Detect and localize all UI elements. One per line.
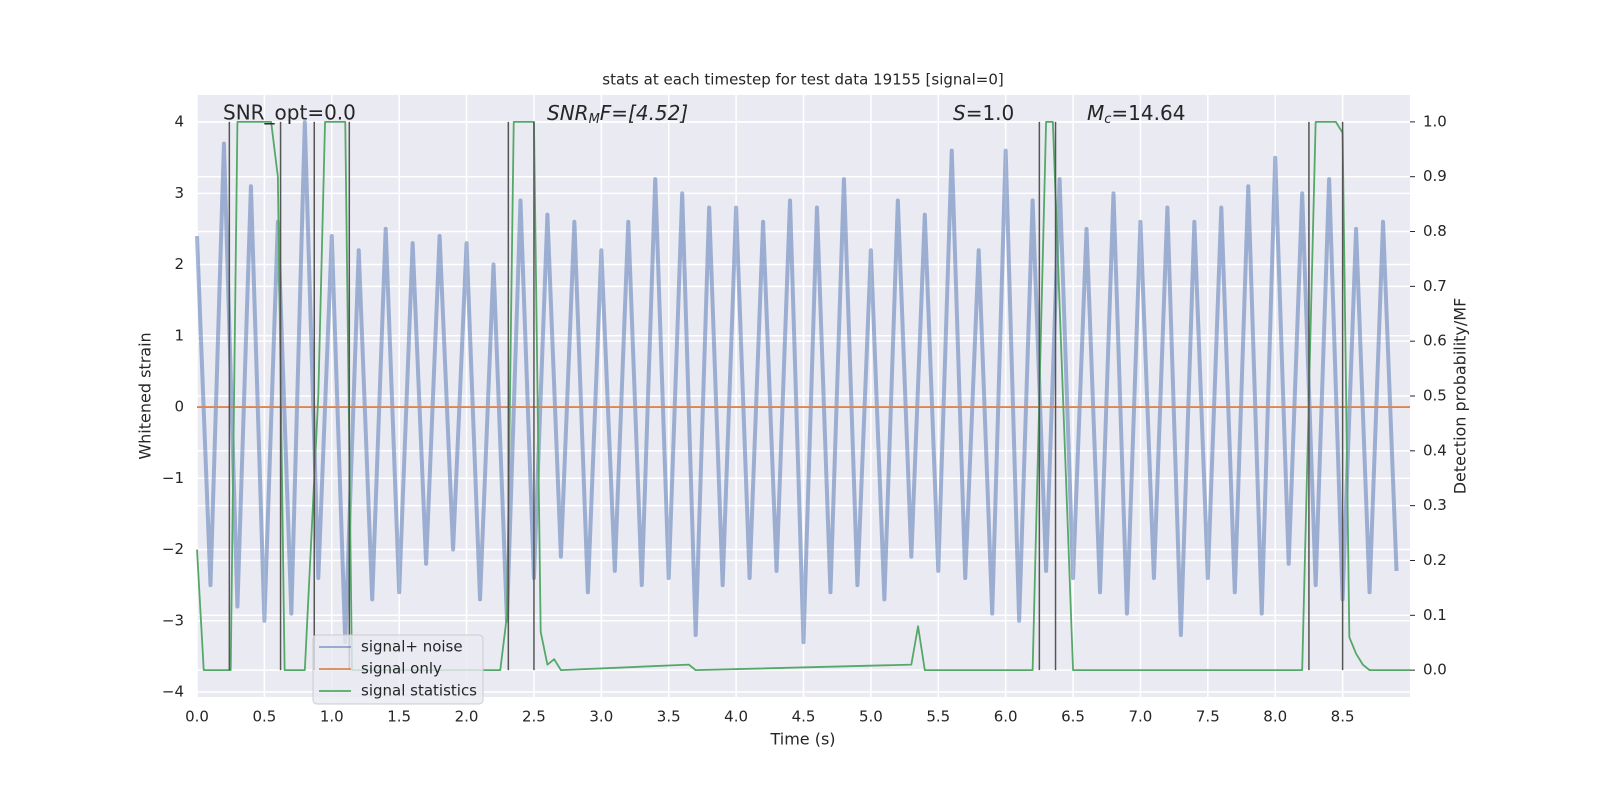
annotation-part: =1.0 <box>966 101 1015 125</box>
y2-tick-label: 0.5 <box>1423 387 1447 405</box>
series-line <box>195 120 1399 645</box>
x-tick-label: 4.5 <box>792 708 816 726</box>
y2-tick-label: 0.8 <box>1423 222 1447 240</box>
legend-label: signal only <box>361 660 442 678</box>
x-tick-label: 8.0 <box>1263 708 1287 726</box>
y2-tick-label: 0.7 <box>1423 277 1447 295</box>
legend-box <box>312 634 484 705</box>
x-axis-label: Time (s) <box>769 730 835 749</box>
x-tick-label: 2.5 <box>522 708 546 726</box>
y-tick-label: −1 <box>162 469 184 487</box>
legend-label: signal statistics <box>361 682 477 700</box>
y2-tick-label: 0.3 <box>1423 496 1447 514</box>
grid <box>196 95 1410 697</box>
x-tick-label: 0.5 <box>252 708 276 726</box>
x-tick-label: 3.0 <box>589 708 613 726</box>
x-tick-label: 4.0 <box>724 708 748 726</box>
annotation: Mc=14.64 <box>1087 101 1185 127</box>
y2-tick-label: 0.6 <box>1423 332 1447 350</box>
marks <box>195 120 1410 672</box>
y2-tick-label: 0.4 <box>1423 441 1447 459</box>
x-tick-label: 6.5 <box>1061 708 1085 726</box>
y-axis-label: Whitened strain <box>136 332 155 459</box>
y2-tick-label: 0.2 <box>1423 551 1447 569</box>
x-tick-label: 8.5 <box>1331 708 1355 726</box>
x-tick-label: 3.5 <box>657 708 681 726</box>
annotation-part: F=[4.52] <box>600 101 688 125</box>
annotation-part: c <box>1104 112 1111 127</box>
x-tick-label: 0.0 <box>185 708 209 726</box>
legend-label: signal+ noise <box>361 638 463 656</box>
y2-tick-label: 0.1 <box>1423 606 1447 624</box>
annotation: S=1.0 <box>953 101 1014 125</box>
y2-tick-label: 0.9 <box>1423 167 1447 185</box>
x-tick-label: 6.0 <box>994 708 1018 726</box>
y-tick-label: −3 <box>162 611 184 629</box>
x-tick-label: 5.5 <box>926 708 950 726</box>
y2-tick-label: 0.0 <box>1423 661 1447 679</box>
y-tick-label: −4 <box>162 683 184 701</box>
y-tick-label: 4 <box>174 113 184 131</box>
x-tick-label: 5.0 <box>859 708 883 726</box>
annotation: SNR_opt=0.0 <box>223 101 356 125</box>
y-tick-label: 2 <box>174 255 184 273</box>
y-tick-label: 1 <box>174 326 184 344</box>
y2-axis-label: Detection probability/MF <box>1451 298 1470 495</box>
annotation-part: SNR <box>547 101 589 125</box>
legend: signal+ noise signal only signal statistic… <box>312 634 484 705</box>
y2-tick-label: 1.0 <box>1423 112 1447 130</box>
annotation-part: M <box>1087 101 1104 125</box>
x-tick-label: 1.0 <box>320 708 344 726</box>
series-line <box>196 120 1410 672</box>
annotation: SNRMF=[4.52] <box>547 101 688 127</box>
annotation-part: =14.64 <box>1111 101 1185 125</box>
x-tick-label: 7.0 <box>1129 708 1153 726</box>
y-tick-label: 3 <box>174 184 184 202</box>
y-tick-label: 0 <box>174 398 184 416</box>
x-tick-label: 7.5 <box>1196 708 1220 726</box>
annotation-part: S <box>953 101 966 125</box>
annotation-part: M <box>589 112 600 127</box>
chart-title: stats at each timestep for test data 191… <box>602 71 1003 89</box>
x-tick-label: 1.5 <box>387 708 411 726</box>
x-tick-label: 2.0 <box>455 708 479 726</box>
y-tick-label: −2 <box>162 540 184 558</box>
